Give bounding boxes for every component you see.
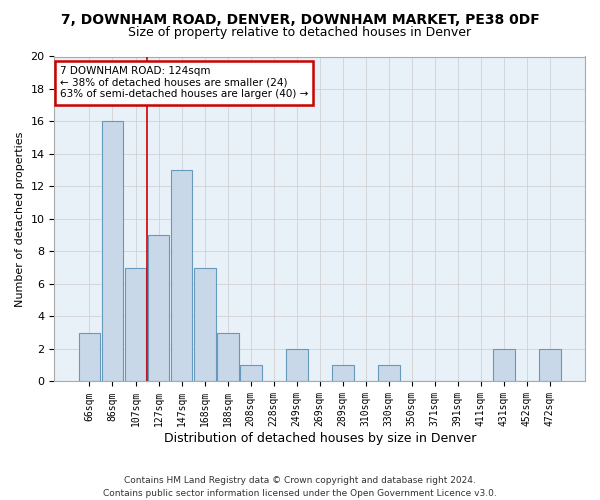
Text: 7 DOWNHAM ROAD: 124sqm
← 38% of detached houses are smaller (24)
63% of semi-det: 7 DOWNHAM ROAD: 124sqm ← 38% of detached…: [60, 66, 308, 100]
Text: Size of property relative to detached houses in Denver: Size of property relative to detached ho…: [128, 26, 472, 39]
Bar: [239, 365, 262, 382]
Bar: [493, 349, 515, 382]
Bar: [170, 170, 193, 382]
Bar: [125, 268, 146, 382]
Text: 7, DOWNHAM ROAD, DENVER, DOWNHAM MARKET, PE38 0DF: 7, DOWNHAM ROAD, DENVER, DOWNHAM MARKET,…: [61, 12, 539, 26]
Bar: [286, 349, 308, 382]
Bar: [378, 365, 400, 382]
X-axis label: Distribution of detached houses by size in Denver: Distribution of detached houses by size …: [164, 432, 476, 445]
Bar: [332, 365, 353, 382]
Bar: [217, 332, 239, 382]
Bar: [148, 235, 169, 382]
Bar: [539, 349, 561, 382]
Bar: [79, 332, 100, 382]
Bar: [101, 122, 124, 382]
Y-axis label: Number of detached properties: Number of detached properties: [15, 132, 25, 306]
Bar: [194, 268, 215, 382]
Text: Contains HM Land Registry data © Crown copyright and database right 2024.
Contai: Contains HM Land Registry data © Crown c…: [103, 476, 497, 498]
